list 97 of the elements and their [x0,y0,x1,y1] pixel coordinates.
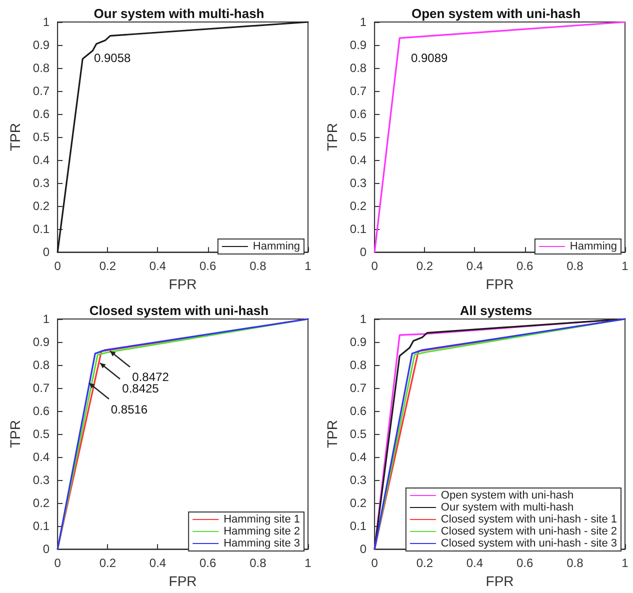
chart-title: All systems [460,303,532,318]
x-tick-label: 0.6 [199,259,216,274]
line-series [56,21,309,253]
y-axis-title: TPR [324,420,340,448]
x-axis-title: FPR [168,573,197,589]
chart-title: Our system with multi-hash [94,6,264,21]
y-tick-label: 0.5 [350,130,367,144]
y-tick-label: 1 [42,15,50,29]
y-tick-label: 0.4 [350,450,367,464]
x-axis-title: FPR [486,276,514,292]
annotation: 0.8425 [122,382,160,396]
x-tick-label: 1 [304,259,312,274]
x-tick-label: 1 [622,556,629,570]
legend-label: Hamming site 1 [224,514,300,526]
x-tick-label: 0.2 [416,556,434,570]
y-tick-label: 0 [42,542,50,556]
x-tick-label: 0.6 [199,556,216,570]
legend-label: Open system with uni-hash [440,490,574,502]
y-tick-label: 0.7 [32,381,50,396]
y-tick-label: 0.8 [350,358,367,372]
y-tick-label: 0.7 [350,84,367,98]
y-tick-label: 1 [360,312,367,326]
y-tick-label: 0.5 [32,130,50,144]
y-tick-label: 0.6 [350,404,367,418]
y-axis-title: TPR [324,123,340,152]
legend-label: Hamming site 2 [224,526,300,538]
y-tick-label: 0.8 [32,358,50,372]
y-tick-label: 0.3 [350,176,367,190]
legend-label: Hamming [570,240,618,252]
x-tick-label: 0.2 [99,259,116,274]
y-tick-label: 0.9 [350,38,367,52]
legend-label: Hamming site 3 [224,538,300,550]
y-tick-label: 0.1 [32,222,50,236]
y-tick-label: 0.6 [32,404,50,418]
y-tick-label: 0 [360,245,367,260]
y-tick-label: 0.2 [350,496,367,510]
x-tick-label: 0 [54,556,62,570]
y-tick-label: 0.6 [32,107,50,122]
y-tick-label: 0.1 [32,519,50,534]
y-axis-title: TPR [7,420,23,448]
x-tick-label: 0.4 [149,259,166,274]
line-series [374,318,626,550]
annotation: 0.9058 [94,51,132,65]
y-tick-label: 0.8 [32,61,50,76]
x-tick-label: 0 [371,556,378,570]
y-tick-label: 0.2 [32,496,50,510]
y-tick-label: 0.4 [32,450,50,464]
x-tick-label: 0.8 [250,259,267,274]
x-tick-label: 0.4 [466,556,484,570]
y-tick-label: 0.9 [350,335,367,350]
y-tick-label: 0.2 [350,199,367,214]
x-tick-label: 0.8 [250,556,267,570]
x-tick-label: 0.8 [566,259,584,274]
y-tick-label: 0.3 [32,473,50,488]
y-tick-label: 0.5 [32,427,50,442]
y-tick-label: 0.8 [350,61,367,76]
y-tick-label: 0 [42,245,50,260]
y-tick-label: 0.6 [350,107,367,122]
y-tick-label: 0.4 [350,153,367,168]
y-tick-label: 0 [360,542,367,556]
chart-title: Closed system with uni-hash [89,303,269,318]
y-tick-label: 0.2 [32,199,50,214]
y-tick-label: 0.9 [32,38,50,52]
x-tick-label: 1 [304,556,312,570]
x-tick-label: 0.6 [516,556,534,570]
legend-label: Closed system with uni-hash - site 1 [440,514,618,526]
legend-label: Closed system with uni-hash - site 3 [440,538,618,550]
x-tick-label: 0.2 [416,259,434,274]
y-tick-label: 1 [42,312,50,326]
y-tick-label: 0.7 [350,381,367,396]
y-tick-label: 0.5 [350,427,367,442]
legend-label: Closed system with uni-hash - site 2 [440,526,618,538]
annotation: 0.9089 [411,51,448,65]
y-tick-label: 0.9 [32,335,50,350]
legend-label: Our system with multi-hash [440,502,574,514]
legend-label: Hamming [252,240,300,252]
x-axis-title: FPR [168,276,197,292]
annotation: 0.8472 [132,370,170,384]
y-tick-label: 0.1 [350,222,367,236]
x-tick-label: 0 [371,259,378,274]
x-tick-label: 0.4 [466,259,484,274]
chart-title: Open system with uni-hash [411,6,581,21]
x-axis-title: FPR [486,573,514,589]
y-tick-label: 0.3 [350,473,367,488]
x-tick-label: 0.6 [516,259,534,274]
y-tick-label: 0.3 [32,176,50,190]
x-tick-label: 0.2 [99,556,116,570]
y-tick-label: 1 [360,15,367,29]
y-tick-label: 0.4 [32,153,50,168]
annotation: 0.8516 [110,402,148,416]
y-tick-label: 0.1 [350,519,367,534]
y-tick-label: 0.7 [32,84,50,98]
x-tick-label: 0 [54,259,62,274]
x-tick-label: 0.8 [566,556,584,570]
y-axis-title: TPR [7,123,23,152]
x-tick-label: 1 [622,259,629,274]
x-tick-label: 0.4 [149,556,166,570]
